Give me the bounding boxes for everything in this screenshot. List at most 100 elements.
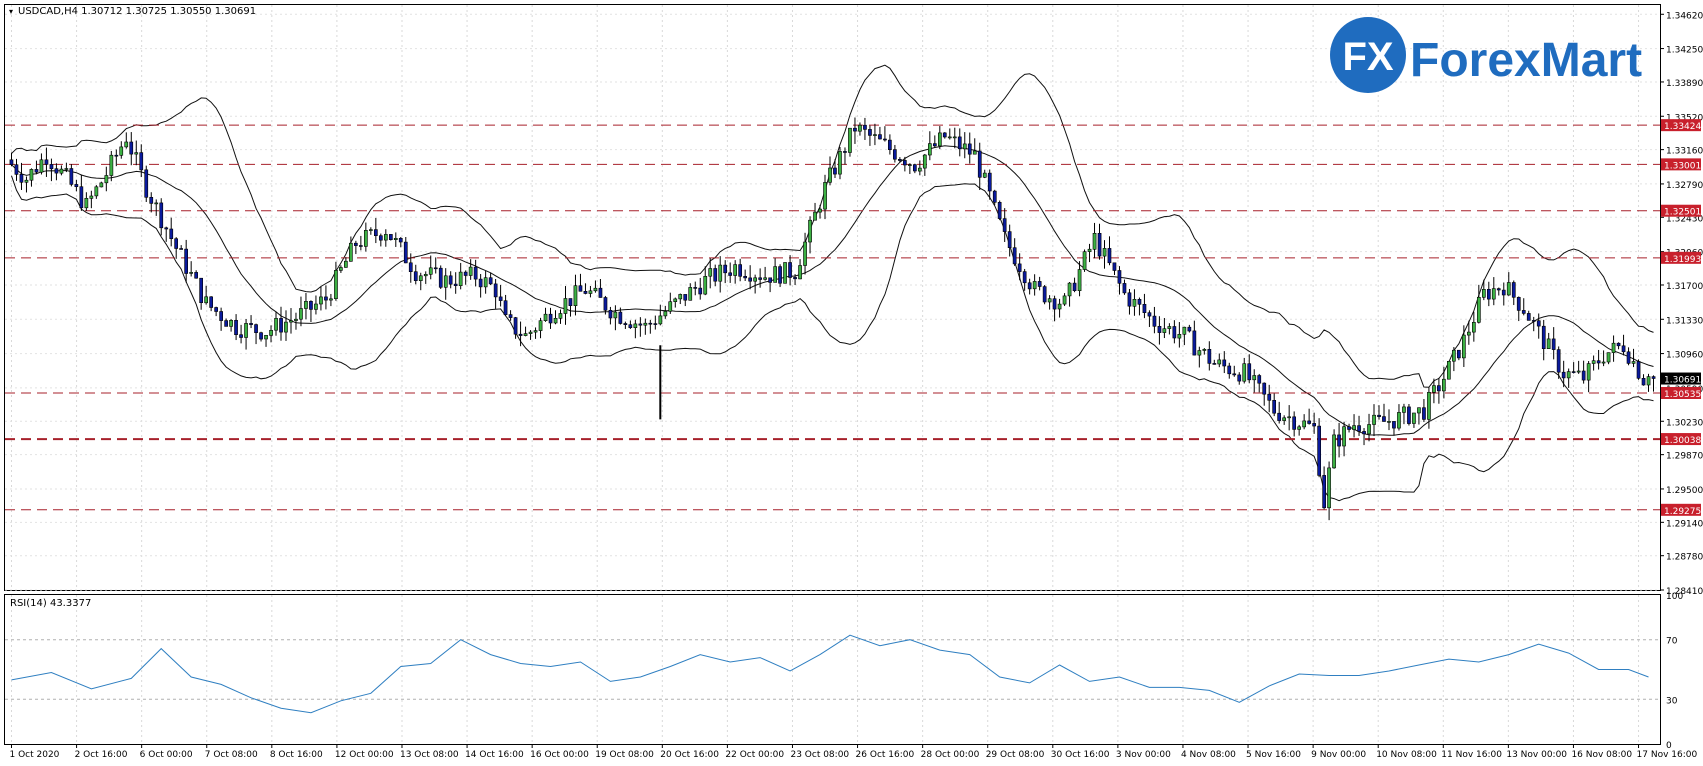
candle-body bbox=[383, 234, 388, 241]
candle-body bbox=[1531, 320, 1536, 322]
candle-body bbox=[1047, 298, 1052, 303]
candle-body bbox=[1037, 281, 1042, 287]
candle-body bbox=[1352, 425, 1356, 430]
candle-body bbox=[997, 202, 1002, 219]
main-chart-frame bbox=[4, 4, 1661, 591]
candle-body bbox=[1017, 263, 1022, 272]
rsi-tick-label: 100 bbox=[1666, 592, 1683, 602]
candle-body bbox=[319, 296, 323, 305]
candle-body bbox=[1511, 282, 1516, 298]
candle-body bbox=[1467, 331, 1471, 336]
candle-body bbox=[828, 167, 832, 183]
candle-body bbox=[648, 322, 653, 325]
candle-body bbox=[823, 182, 827, 210]
candle-body bbox=[1027, 282, 1032, 290]
candle-body bbox=[788, 262, 792, 278]
candle-body bbox=[109, 154, 114, 176]
price-tick-label: 1.29500 bbox=[1666, 486, 1703, 496]
candle-body bbox=[1257, 375, 1262, 384]
price-level-label: 1.31993 bbox=[1664, 255, 1701, 265]
candle-body bbox=[1062, 295, 1067, 305]
candle-body bbox=[254, 324, 258, 334]
candle-body bbox=[1122, 283, 1127, 294]
candle-body bbox=[1132, 298, 1137, 307]
candle-body bbox=[99, 182, 104, 188]
candle-body bbox=[1157, 325, 1162, 333]
candle-body bbox=[748, 277, 752, 282]
time-tick-label: 7 Oct 08:00 bbox=[205, 750, 258, 760]
candle-body bbox=[159, 202, 164, 229]
candle-body bbox=[398, 238, 403, 243]
candle-body bbox=[1601, 361, 1606, 364]
price-level-label: 1.33001 bbox=[1664, 161, 1701, 171]
candle-body bbox=[1312, 423, 1316, 427]
candle-body bbox=[1392, 421, 1396, 429]
candle-body bbox=[1536, 320, 1541, 327]
candle-body bbox=[324, 296, 328, 301]
candle-body bbox=[1462, 334, 1466, 359]
candle-body bbox=[952, 136, 957, 139]
candle-body bbox=[19, 174, 24, 183]
candle-body bbox=[1207, 348, 1212, 364]
candle-body bbox=[773, 266, 777, 283]
candle-body bbox=[1177, 333, 1182, 339]
candle-body bbox=[768, 277, 772, 283]
candle-body bbox=[184, 248, 189, 274]
candle-body bbox=[673, 298, 678, 302]
candle-body bbox=[733, 264, 737, 276]
candle-body bbox=[104, 175, 109, 184]
candle-body bbox=[1487, 288, 1491, 300]
candle-body bbox=[1042, 286, 1047, 303]
time-tick-label: 13 Oct 08:00 bbox=[400, 750, 459, 760]
candle-body bbox=[1586, 363, 1591, 381]
candle-body bbox=[179, 248, 184, 250]
candle-body bbox=[338, 267, 343, 271]
candle-body bbox=[927, 143, 932, 156]
candle-body bbox=[1147, 312, 1152, 317]
candle-body bbox=[1482, 288, 1486, 298]
candle-body bbox=[668, 301, 673, 312]
price-tick-label: 1.32790 bbox=[1666, 181, 1703, 191]
candle-body bbox=[892, 149, 897, 160]
candle-body bbox=[84, 198, 89, 209]
candle-body bbox=[1571, 371, 1576, 373]
candle-body bbox=[129, 141, 134, 155]
candle-body bbox=[902, 160, 907, 166]
time-tick-label: 2 Oct 16:00 bbox=[75, 750, 128, 760]
candle-body bbox=[1182, 326, 1187, 335]
price-tick-label: 1.33890 bbox=[1666, 79, 1703, 89]
candle-body bbox=[358, 245, 363, 247]
candle-body bbox=[134, 152, 139, 155]
candle-body bbox=[578, 285, 583, 292]
time-tick-label: 8 Oct 16:00 bbox=[270, 750, 323, 760]
candle-body bbox=[798, 265, 802, 280]
candle-body bbox=[1616, 342, 1621, 347]
candle-body bbox=[1491, 288, 1496, 300]
time-tick-label: 5 Nov 16:00 bbox=[1246, 750, 1301, 760]
candle-body bbox=[224, 320, 229, 327]
candle-body bbox=[1102, 248, 1107, 257]
candle-body bbox=[443, 275, 448, 288]
candle-body bbox=[299, 308, 303, 320]
candle-body bbox=[1472, 321, 1476, 333]
candle-body bbox=[1417, 407, 1421, 414]
time-tick-label: 29 Oct 08:00 bbox=[986, 750, 1045, 760]
candle-body bbox=[758, 277, 762, 280]
candle-body bbox=[189, 272, 194, 274]
candle-body bbox=[583, 290, 588, 294]
candle-body bbox=[39, 159, 44, 173]
upper-band-line bbox=[11, 64, 1654, 388]
candle-body bbox=[947, 136, 952, 139]
candle-body bbox=[1112, 262, 1117, 271]
candle-body bbox=[967, 143, 972, 155]
time-tick-label: 30 Oct 16:00 bbox=[1051, 750, 1110, 760]
price-tick-label: 1.30960 bbox=[1666, 351, 1703, 361]
candle-body bbox=[69, 168, 74, 185]
candle-body bbox=[363, 230, 368, 247]
candle-body bbox=[548, 313, 553, 324]
candle-body bbox=[1357, 425, 1361, 432]
candle-body bbox=[498, 296, 503, 301]
candle-body bbox=[284, 321, 288, 333]
candle-body bbox=[813, 211, 817, 221]
